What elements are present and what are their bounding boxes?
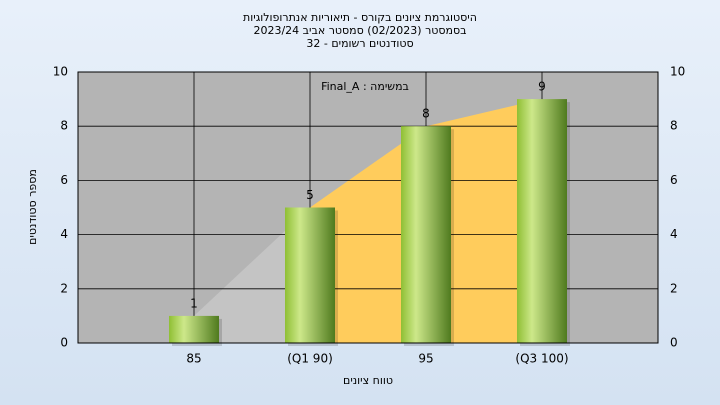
y-tick-label: 10 [53,65,68,79]
area [194,207,310,343]
bar [401,126,451,343]
x-tick-label: 95 [418,352,433,366]
y2-tick-label: 2 [670,281,678,295]
data-label: 8 [422,107,430,121]
annotation: Final_A : במשימה [321,80,409,93]
y2-tick-label: 4 [670,227,678,241]
data-label: 9 [538,80,546,94]
y2-tick-label: 6 [670,173,678,187]
plot-border [77,71,659,344]
chart-title: היסטוגרמת ציונים בקורס - תיאוריות אנתרופ… [243,11,477,24]
x-axis-label: טווח ציונים [343,374,393,387]
y-tick-label: 4 [60,227,68,241]
y-tick-label: 2 [60,281,68,295]
x-tick-label: (Q3 100) [515,352,568,366]
y-axis-label: מספר סטודנטים [26,169,39,245]
data-label: 1 [190,296,198,310]
chart-title: סטודנטים רשומים - 32 [306,37,413,50]
y2-tick-label: 10 [670,65,685,79]
data-label: 5 [306,188,314,202]
y-tick-label: 8 [60,119,68,133]
chart-title: בסמסטר (02/2023) סמסטר אביב 2023/24 [253,24,466,37]
bar [169,315,219,343]
y2-tick-label: 0 [670,336,678,350]
x-tick-label: (Q1 90) [287,352,333,366]
bar [517,99,567,343]
y2-tick-label: 8 [670,119,678,133]
y-tick-label: 6 [60,173,68,187]
x-tick-label: 85 [186,352,201,366]
y-tick-label: 0 [60,336,68,350]
bar [285,207,335,343]
